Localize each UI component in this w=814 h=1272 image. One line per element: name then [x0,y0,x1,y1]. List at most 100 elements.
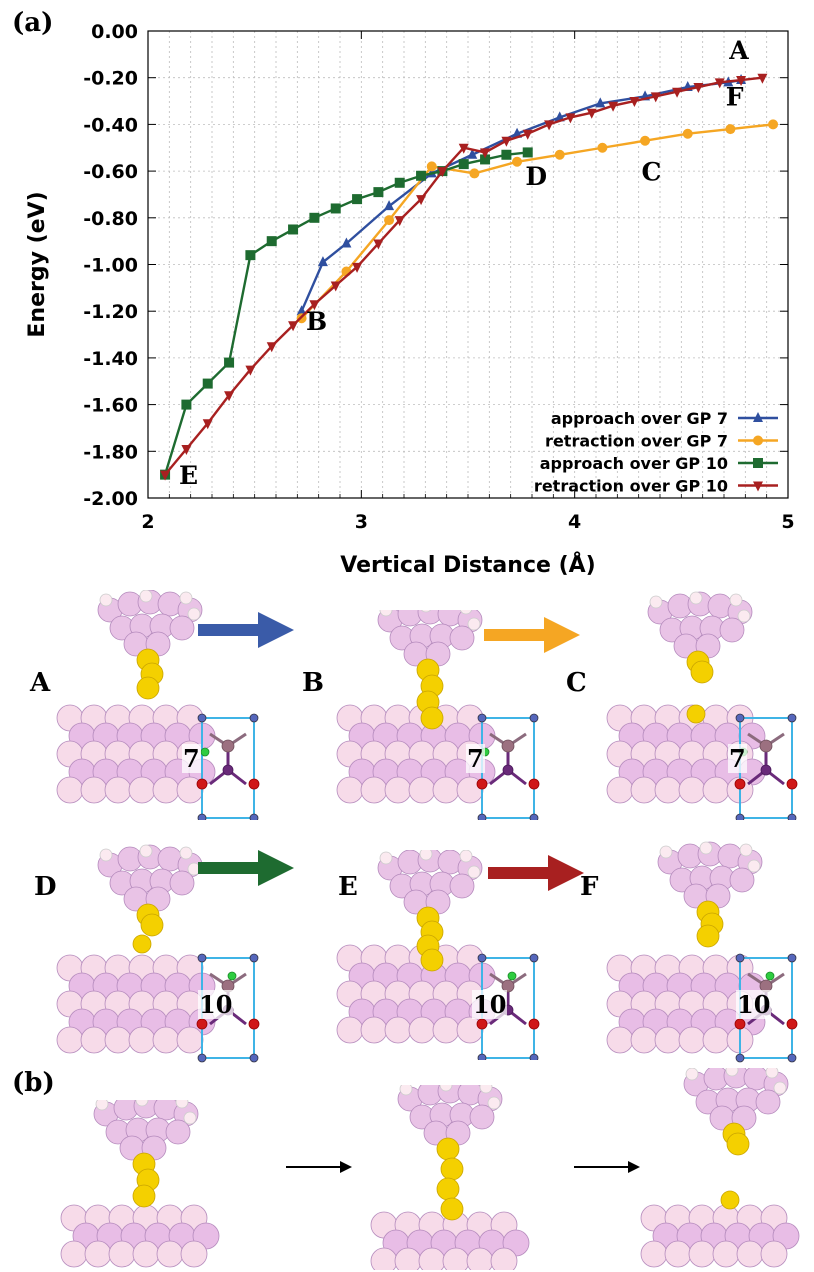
data-point-approach-over-gp-7 [595,97,606,108]
atom [502,764,514,776]
data-point-approach-over-gp-10 [522,147,533,158]
atom [735,813,745,820]
data-point-retraction-over-gp-10 [202,419,213,430]
atom [140,913,164,937]
atom [336,1016,364,1044]
atom [759,739,773,753]
atom [786,778,798,790]
data-point-approach-over-gp-10 [394,177,405,188]
atom [685,1068,699,1081]
y-axis-label: Energy (eV) [25,191,50,337]
atom [132,1240,160,1268]
atom [197,713,207,723]
arrow-b-2 [574,1161,640,1173]
atom [249,813,259,820]
data-point-approach-over-gp-7 [384,200,395,211]
atom [787,953,797,963]
atom [449,625,475,651]
data-point-retraction-over-gp-7 [597,142,608,153]
data-point-retraction-over-gp-10 [309,300,320,311]
legend-label: retraction over GP 7 [545,432,728,451]
atom [630,1026,658,1054]
atom [379,610,393,617]
atom [197,1053,207,1063]
atom [56,1026,84,1054]
atom [696,924,720,948]
atom [175,1100,189,1109]
y-tick-label: -0.60 [83,161,138,183]
unit-cell [201,717,255,819]
atom [221,739,235,753]
data-point-retraction-over-gp-10 [160,470,171,481]
y-tick-label: -1.80 [83,441,138,463]
data-point-retraction-over-gp-10 [288,321,299,332]
atom [95,1100,109,1111]
data-point-retraction-over-gp-10 [181,444,192,455]
atom [440,1197,464,1221]
y-tick-label: -1.60 [83,395,138,417]
state-label-E: E [338,872,358,902]
legend-marker [753,435,763,446]
annotation-F: F [726,83,744,112]
atom [169,870,195,896]
atom [249,953,259,963]
atom [360,1016,388,1044]
data-point-approach-over-gp-10 [416,170,427,181]
data-point-retraction-over-gp-7 [640,135,651,146]
y-tick-label: 0.00 [91,21,138,43]
atom [699,841,713,855]
data-point-approach-over-gp-10 [202,378,213,389]
atom [529,1053,539,1060]
atom [735,713,745,723]
atom [104,1026,132,1054]
atom [659,845,673,859]
data-point-retraction-over-gp-10 [373,239,384,250]
atom [60,1240,88,1268]
data-point-retraction-over-gp-10 [736,76,747,87]
data-point-retraction-over-gp-10 [714,78,725,89]
structure-D [56,844,260,1063]
atom [420,948,444,972]
atom [136,676,160,700]
atom [712,1240,740,1268]
atom [737,609,751,623]
atom [183,1111,197,1125]
atom [528,778,540,790]
atom [678,1026,706,1054]
site-number-E: 10 [472,990,508,1019]
atom [249,713,259,723]
atom [152,776,180,804]
atom [664,1240,692,1268]
atom [176,1026,204,1054]
data-point-approach-over-gp-10 [288,224,299,235]
data-point-retraction-over-gp-10 [629,97,640,108]
data-point-retraction-over-gp-7 [384,215,395,226]
data-point-retraction-over-gp-10 [501,136,512,147]
atom [135,1100,149,1107]
atom [477,813,487,820]
atom [528,1018,540,1030]
atom [649,595,663,609]
data-point-retraction-over-gp-10 [437,167,448,178]
atom [765,971,775,981]
atom [179,591,193,605]
data-point-approach-over-gp-10 [266,236,277,247]
data-point-retraction-over-gp-7 [512,156,523,167]
atom [440,1157,464,1181]
atom [408,1016,436,1044]
atom [787,713,797,723]
structure-A [56,590,260,820]
data-point-retraction-over-gp-10 [672,87,683,98]
atom [432,776,460,804]
atom [688,1240,716,1268]
atom [420,706,444,730]
data-point-approach-over-gp-7 [341,237,352,248]
atom [99,593,113,607]
legend: approach over GP 7 retraction over GP 7 ap… [534,409,778,496]
data-point-approach-over-gp-10 [224,357,235,368]
structure-b-2 [370,1085,530,1270]
arrow-E-to-F [488,855,584,891]
annotation-B: B [306,307,327,336]
data-point-approach-over-gp-7 [467,148,478,159]
atom [773,1081,787,1095]
